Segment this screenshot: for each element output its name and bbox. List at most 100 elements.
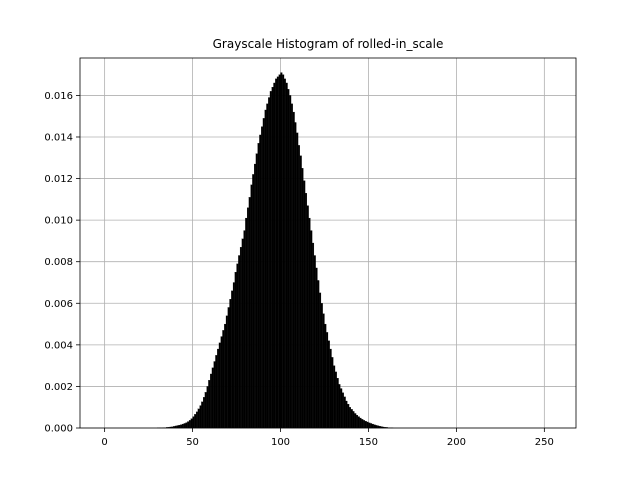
histogram-bar <box>194 414 197 429</box>
histogram-bar <box>266 103 269 429</box>
histogram-bar <box>363 420 366 429</box>
histogram-bar <box>345 400 348 429</box>
y-tick-label: 0.014 <box>44 132 73 143</box>
histogram-bar <box>366 421 369 429</box>
histogram-bar <box>305 193 307 429</box>
y-tick-label: 0.006 <box>44 299 73 310</box>
y-tick-label: 0.010 <box>44 216 73 227</box>
x-tick-label: 250 <box>535 437 554 448</box>
histogram-bar <box>195 411 198 429</box>
histogram-bar <box>324 323 327 429</box>
histogram-bar <box>208 380 211 429</box>
histogram-bar <box>282 74 285 429</box>
histogram-bar <box>243 230 246 429</box>
histogram-bar <box>225 315 228 429</box>
histogram-bar <box>245 217 248 429</box>
histogram-bar <box>278 74 281 429</box>
histogram-bar <box>371 423 374 429</box>
chart-title: Grayscale Histogram of rolled-in_scale <box>213 37 444 51</box>
histogram-bar <box>343 396 346 429</box>
histogram-bar <box>222 330 225 429</box>
y-tick-label: 0.008 <box>44 257 73 268</box>
y-axis: 0.000 0.002 0.004 0.006 0.008 0.010 0.012 0.014… <box>44 91 80 435</box>
histogram-bar <box>187 421 190 429</box>
histogram-bar <box>347 403 350 429</box>
histogram-bar <box>257 143 260 429</box>
histogram-bar <box>181 423 184 429</box>
x-tick-label: 0 <box>101 437 107 448</box>
histogram-bar <box>315 267 318 429</box>
histogram-bar <box>213 361 216 429</box>
histogram-bar <box>349 407 351 429</box>
histogram-bar <box>308 217 311 429</box>
histogram-bar <box>204 392 207 429</box>
histogram-bar <box>218 342 221 429</box>
histogram-bar <box>197 408 200 429</box>
histogram-bar <box>264 109 267 429</box>
histogram-bar <box>203 397 205 429</box>
histogram-bar <box>250 184 253 429</box>
histogram-bar <box>255 153 258 429</box>
histogram-bar <box>261 126 264 429</box>
histogram-bar <box>236 263 239 429</box>
histogram-bar <box>192 416 195 429</box>
histogram-bar <box>312 242 315 429</box>
histogram-bar <box>303 180 306 429</box>
histogram-bar <box>246 207 249 429</box>
histogram-bar <box>359 417 362 429</box>
x-tick-label: 100 <box>271 437 290 448</box>
histogram-bar <box>317 280 320 429</box>
histogram-bar <box>280 72 283 429</box>
histogram-bar <box>289 95 292 429</box>
y-tick-label: 0.002 <box>44 382 73 393</box>
x-tick-label: 150 <box>359 437 378 448</box>
histogram-bar <box>299 155 302 429</box>
histogram-bar <box>254 163 256 429</box>
histogram-bar <box>331 357 334 429</box>
histogram-bar <box>224 323 227 429</box>
histogram-bar <box>368 422 371 429</box>
y-tick-label: 0.004 <box>44 340 73 351</box>
histogram-bar <box>361 419 364 429</box>
histogram-bar <box>322 313 325 429</box>
histogram-bar <box>269 91 272 429</box>
histogram-bar <box>364 421 367 429</box>
histogram-bar <box>211 367 214 429</box>
histogram-bar <box>268 97 271 429</box>
histogram-bar <box>297 145 300 429</box>
histogram-bar <box>229 299 232 429</box>
histogram-bar <box>336 378 339 429</box>
histogram-bar <box>190 418 193 429</box>
histogram-bar <box>370 423 373 429</box>
histogram-bar <box>356 415 359 429</box>
histogram-bar <box>210 373 213 429</box>
histogram-bar <box>273 82 276 429</box>
histogram-bar <box>238 255 241 429</box>
histogram-bar <box>217 348 220 429</box>
histogram-bar <box>340 388 343 429</box>
y-tick-label: 0.012 <box>44 174 73 185</box>
histogram-bar <box>373 424 376 429</box>
histogram-bar <box>352 411 355 429</box>
histogram-bar <box>178 424 181 429</box>
histogram-bar <box>183 423 186 429</box>
histogram-bar <box>341 392 344 429</box>
histogram-bar <box>234 272 237 429</box>
histogram-bar <box>350 409 353 429</box>
histogram-bar <box>327 340 330 429</box>
histogram-bar <box>180 424 183 429</box>
x-tick-label: 200 <box>447 437 466 448</box>
histogram-bar <box>334 371 337 429</box>
histogram-bar <box>252 174 255 429</box>
histogram-bar <box>296 132 299 429</box>
histogram-bar <box>206 386 209 429</box>
histogram-bar <box>185 422 188 429</box>
histogram-bar <box>320 303 323 429</box>
histogram-bar <box>239 247 242 429</box>
histogram-bar <box>241 238 244 429</box>
histogram-bar <box>199 405 202 429</box>
histogram-bar <box>310 230 313 429</box>
x-axis: 0 50 100 150 200 250 <box>101 428 554 448</box>
histogram-bar <box>354 413 357 429</box>
